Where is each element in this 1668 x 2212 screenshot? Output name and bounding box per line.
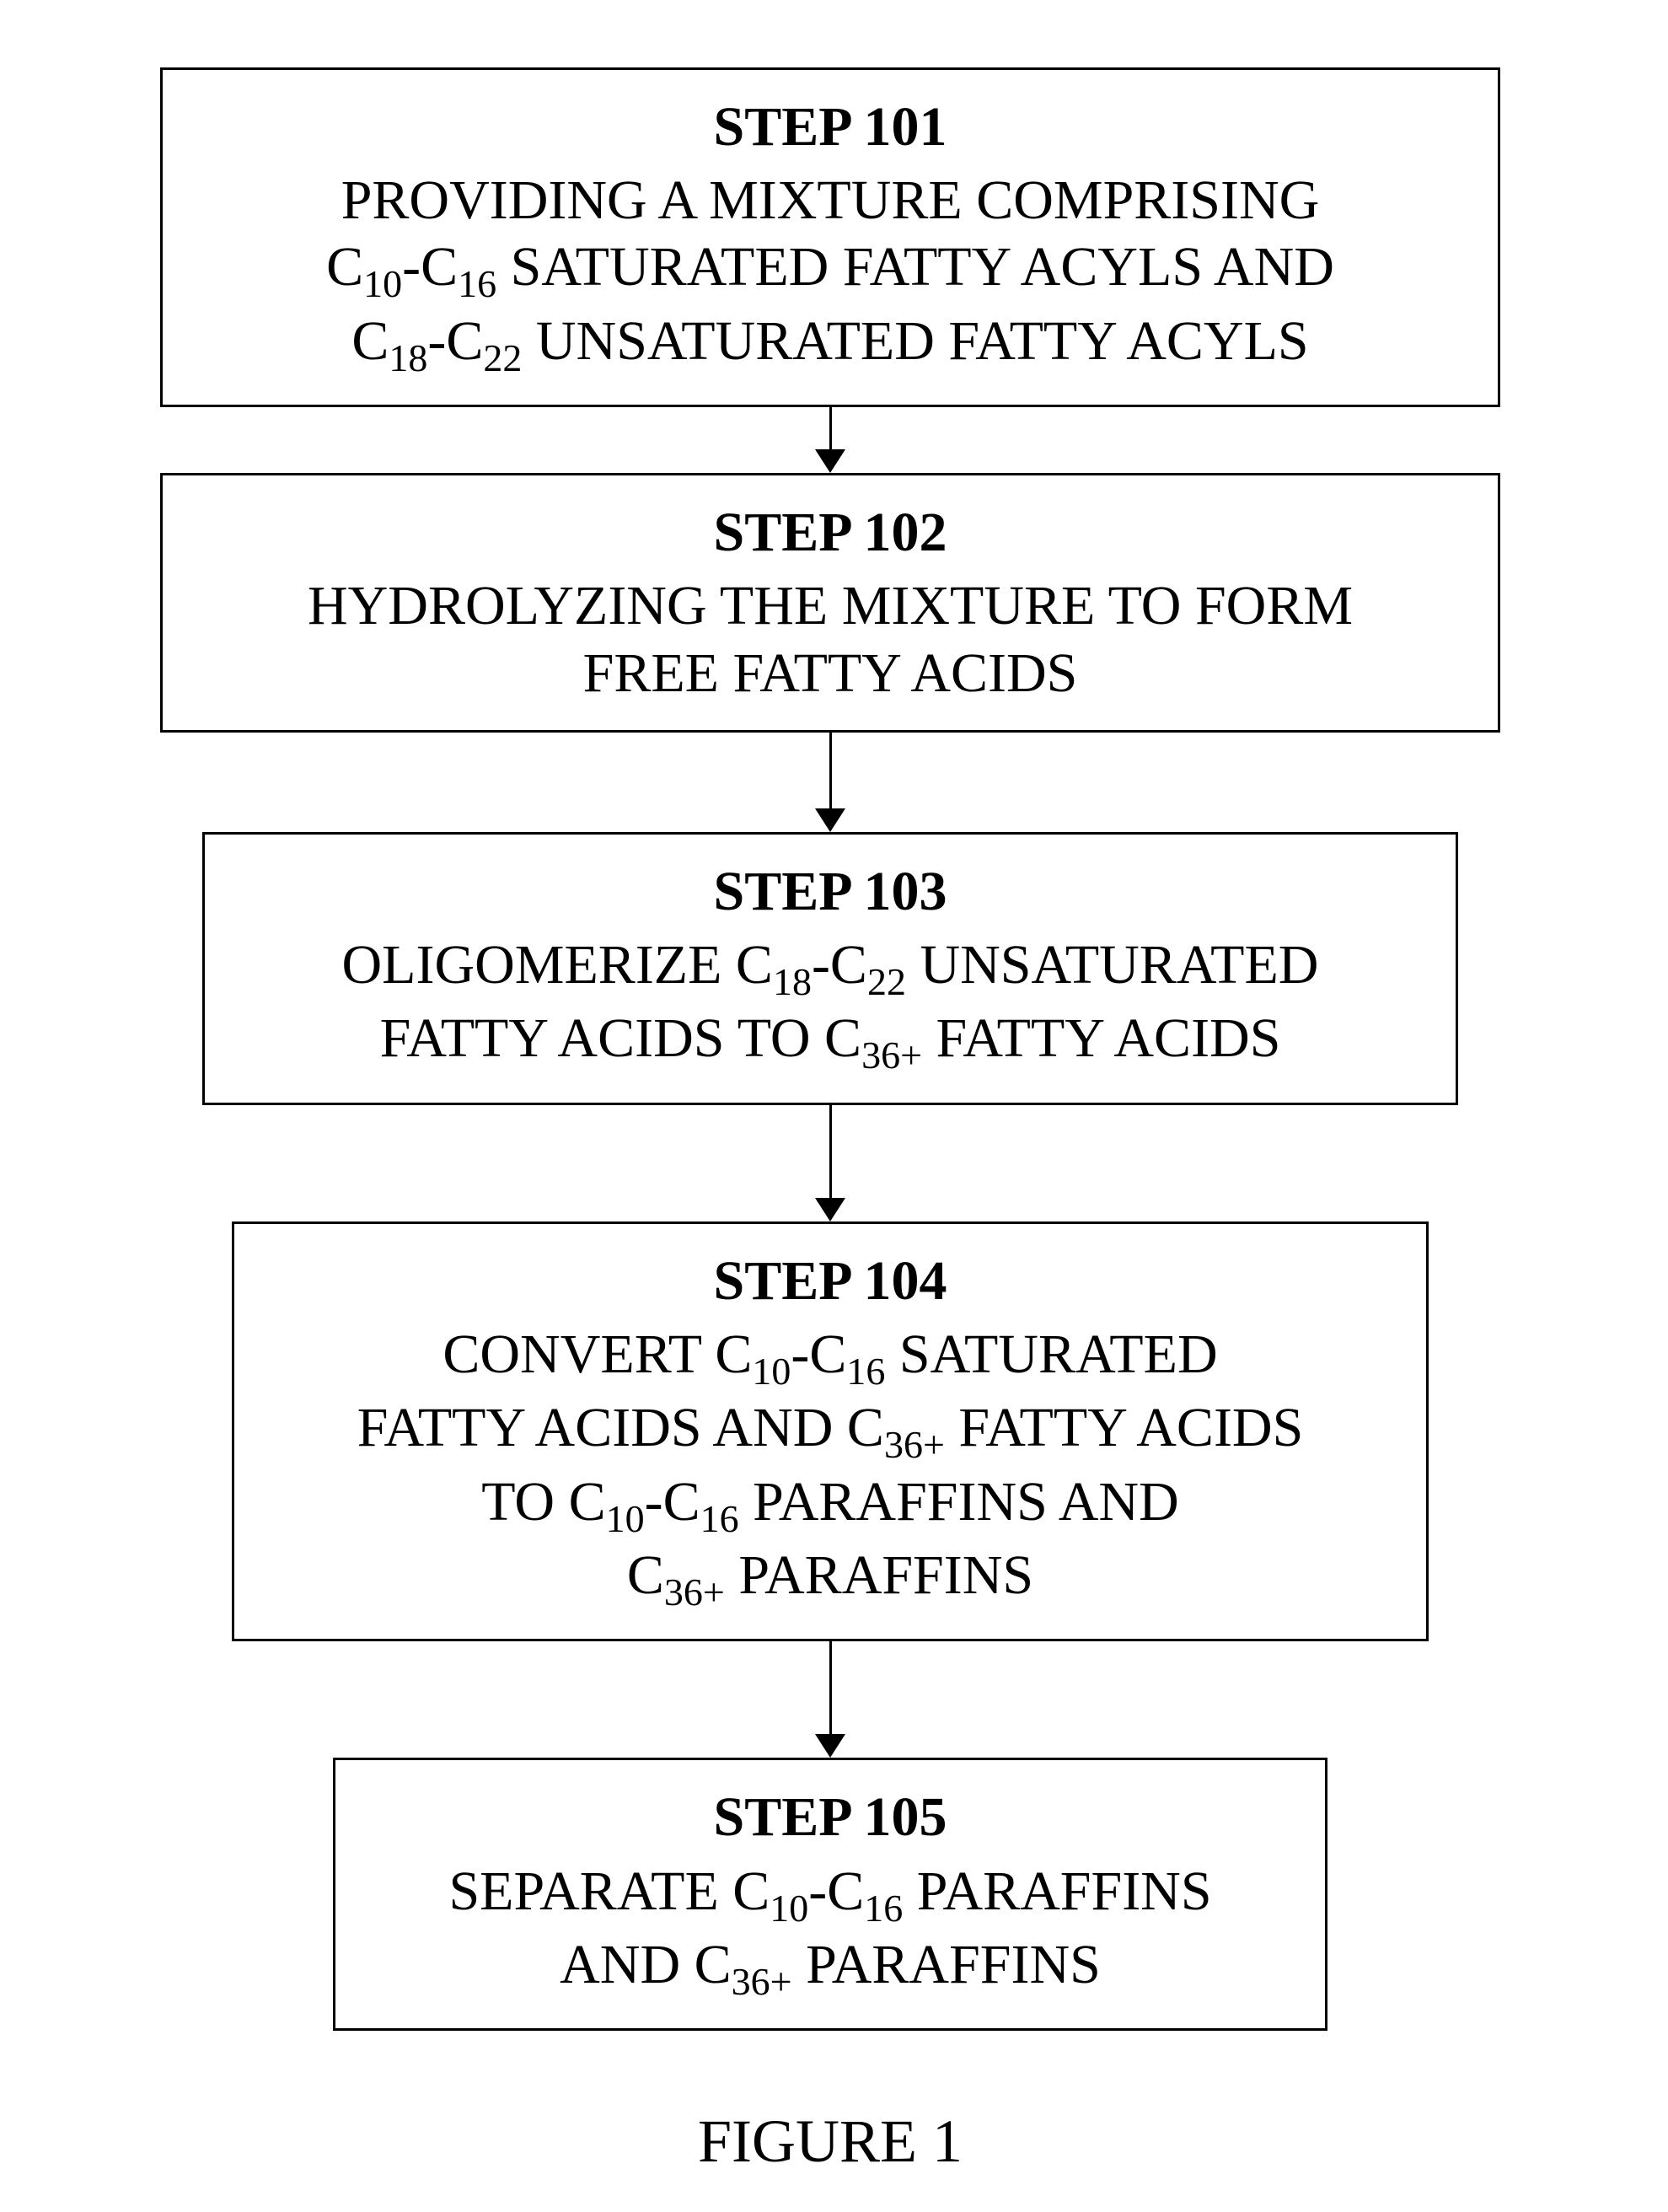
step-105-title: STEP 105 — [369, 1784, 1291, 1850]
arrow-line — [829, 1641, 832, 1734]
step-101-title: STEP 101 — [196, 94, 1464, 160]
arrow-2 — [815, 733, 845, 832]
arrow-head-icon — [815, 1198, 845, 1221]
arrow-head-icon — [815, 1734, 845, 1758]
arrow-1 — [815, 407, 845, 473]
arrow-line — [829, 407, 832, 449]
step-104-title: STEP 104 — [268, 1248, 1392, 1314]
arrow-4 — [815, 1641, 845, 1758]
arrow-line — [829, 1105, 832, 1198]
step-103-box: STEP 103 OLIGOMERIZE C18-C22 UNSATURATED… — [202, 832, 1458, 1105]
flowchart-container: STEP 101 PROVIDING A MIXTURE COMPRISING … — [160, 67, 1500, 2177]
arrow-3 — [815, 1105, 845, 1221]
step-101-line1: PROVIDING A MIXTURE COMPRISING — [196, 167, 1464, 234]
step-101-line2: C10-C16 SATURATED FATTY ACYLS AND — [196, 234, 1464, 307]
step-102-line2: FREE FATTY ACIDS — [196, 640, 1464, 706]
step-101-line3: C18-C22 UNSATURATED FATTY ACYLS — [196, 308, 1464, 381]
step-105-line1: SEPARATE C10-C16 PARAFFINS — [369, 1858, 1291, 1931]
step-105-line2: AND C36+ PARAFFINS — [369, 1931, 1291, 2005]
step-103-title: STEP 103 — [239, 858, 1422, 925]
step-102-box: STEP 102 HYDROLYZING THE MIXTURE TO FORM… — [160, 473, 1500, 733]
step-104-line2: FATTY ACIDS AND C36+ FATTY ACIDS — [268, 1394, 1392, 1468]
step-103-line2: FATTY ACIDS TO C36+ FATTY ACIDS — [239, 1005, 1422, 1078]
step-103-line1: OLIGOMERIZE C18-C22 UNSATURATED — [239, 932, 1422, 1005]
step-104-line3: TO C10-C16 PARAFFINS AND — [268, 1468, 1392, 1542]
arrow-head-icon — [815, 808, 845, 832]
arrow-head-icon — [815, 449, 845, 473]
figure-label: FIGURE 1 — [698, 2107, 963, 2177]
step-104-box: STEP 104 CONVERT C10-C16 SATURATED FATTY… — [232, 1221, 1429, 1642]
step-104-line1: CONVERT C10-C16 SATURATED — [268, 1321, 1392, 1394]
step-104-line4: C36+ PARAFFINS — [268, 1542, 1392, 1615]
step-102-line1: HYDROLYZING THE MIXTURE TO FORM — [196, 572, 1464, 639]
arrow-line — [829, 733, 832, 808]
step-101-box: STEP 101 PROVIDING A MIXTURE COMPRISING … — [160, 67, 1500, 407]
step-105-box: STEP 105 SEPARATE C10-C16 PARAFFINS AND … — [333, 1758, 1327, 2031]
step-102-title: STEP 102 — [196, 499, 1464, 566]
